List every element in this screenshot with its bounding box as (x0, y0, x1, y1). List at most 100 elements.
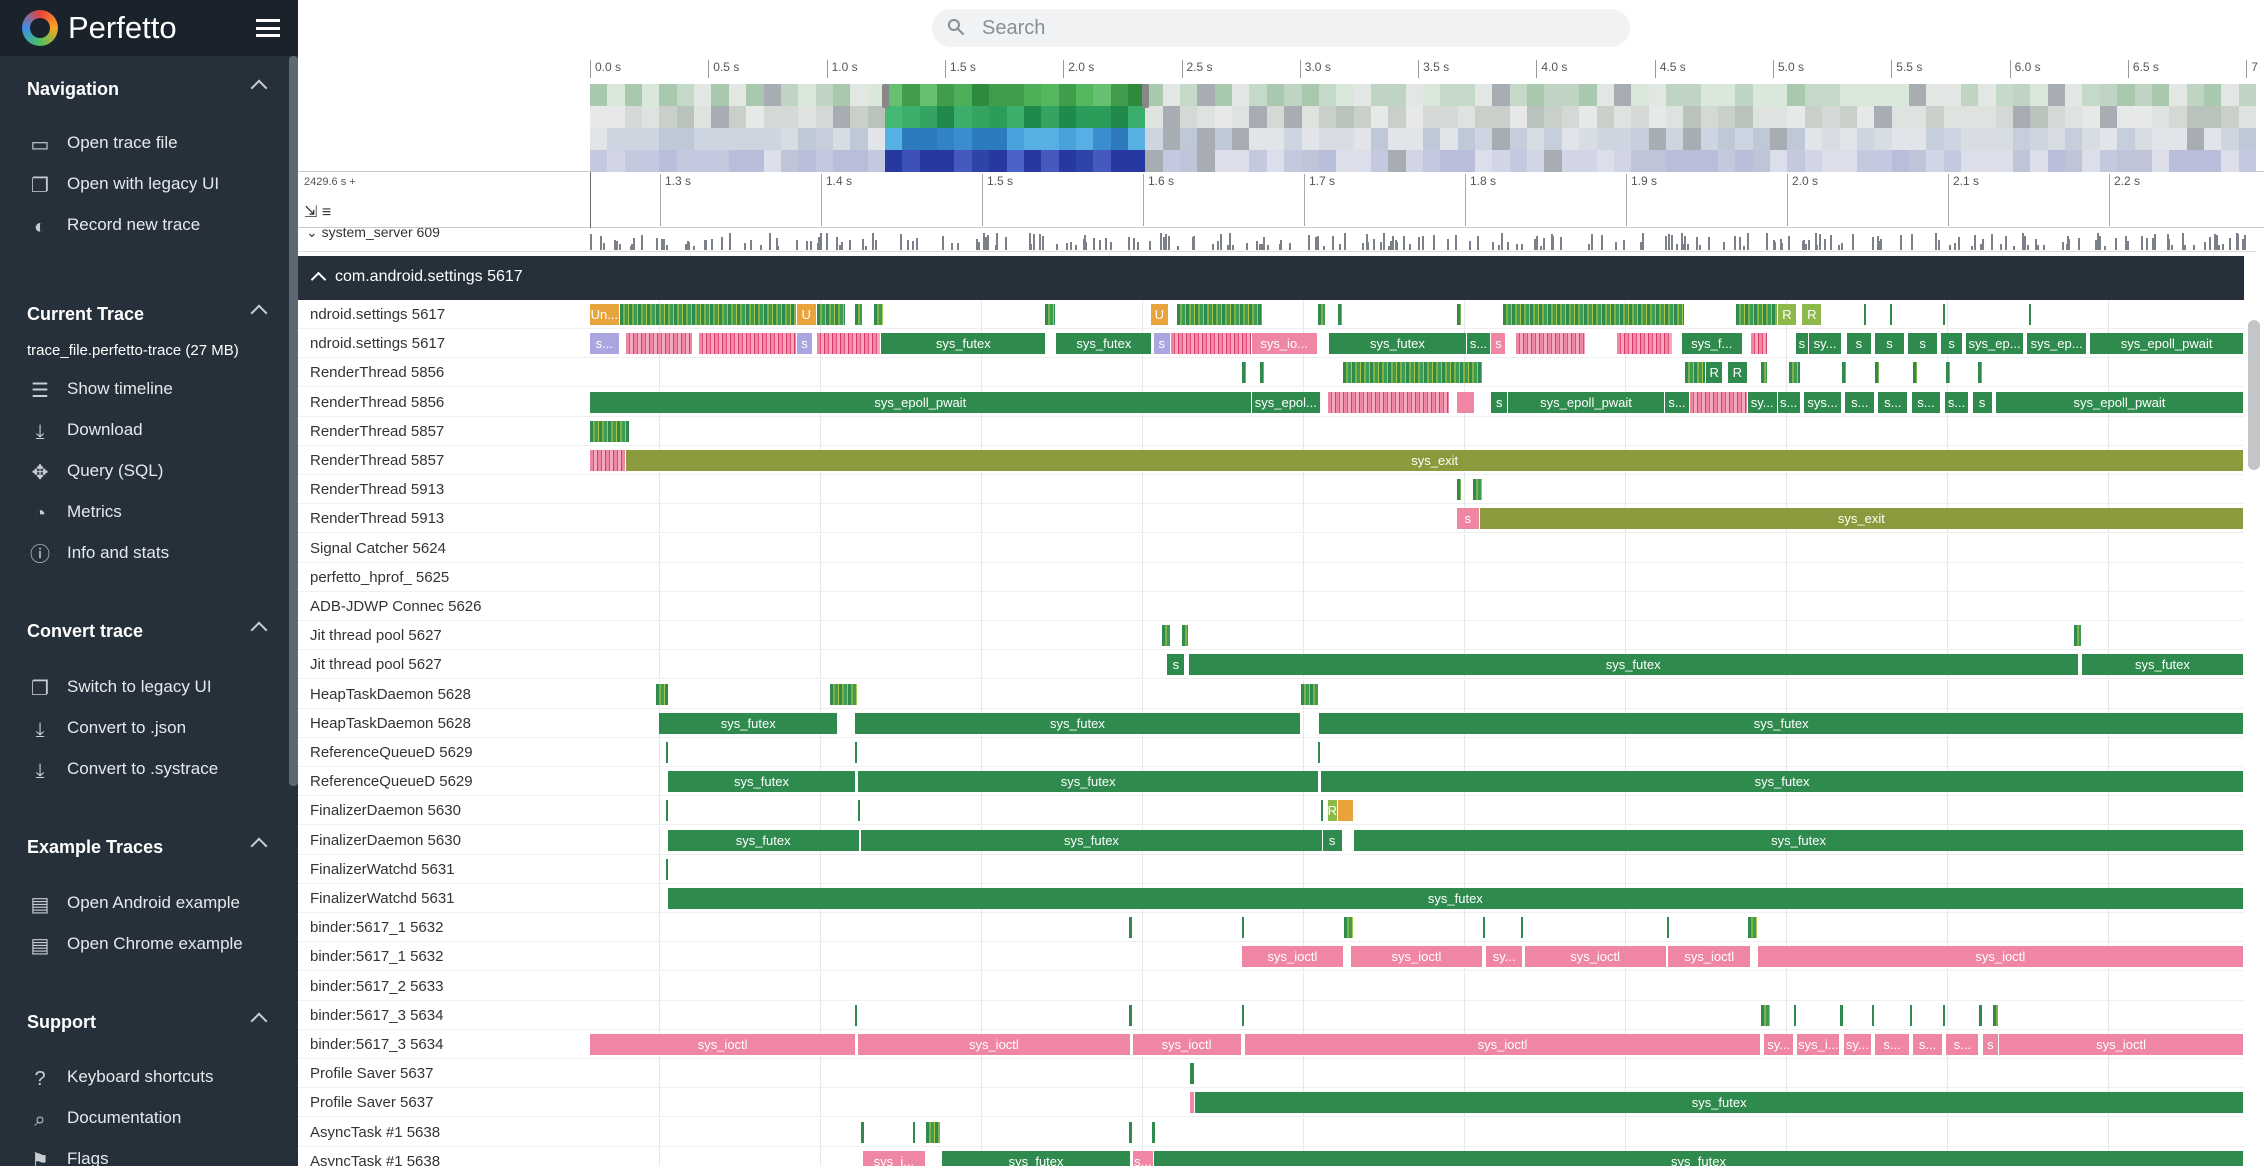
thread-slice[interactable] (1456, 391, 1474, 413)
thread-slice[interactable]: sys_futex (1195, 1092, 2243, 1114)
thread-slice[interactable]: sys_exit (626, 450, 2243, 471)
thread-slice[interactable] (1946, 362, 1951, 384)
window-handle-left[interactable] (882, 84, 890, 108)
thread-slice[interactable] (699, 333, 796, 355)
thread-slice[interactable] (590, 420, 629, 442)
thread-slice[interactable]: sy... (1747, 391, 1777, 413)
thread-track-area[interactable] (590, 1000, 2244, 1030)
sidebar-item-open-chrome-example[interactable]: ▤ Open Chrome example (0, 926, 290, 964)
thread-slice[interactable]: sys_ioctl (857, 1034, 1130, 1055)
thread-slice[interactable] (1342, 362, 1483, 384)
thread-slice[interactable]: s (1875, 333, 1904, 355)
thread-slice[interactable] (2028, 304, 2032, 325)
thread-slice[interactable] (854, 742, 857, 763)
thread-track-area[interactable]: sys_futex sys_futex sys_futex (590, 767, 2244, 797)
thread-slice[interactable] (1241, 917, 1244, 939)
section-header-support[interactable]: Support (0, 1003, 290, 1043)
thread-track[interactable]: RenderThread 5857 sys_exit (298, 446, 2244, 475)
thread-slice[interactable] (619, 304, 796, 325)
thread-slice[interactable]: s (1456, 508, 1479, 530)
thread-slice[interactable] (1337, 304, 1342, 325)
thread-slice[interactable] (1503, 304, 1684, 325)
thread-track-area[interactable]: sys_ioctl sys_ioctl sy... sys_ioctl sys_ioct… (590, 942, 2244, 972)
thread-track[interactable]: FinalizerWatchd 5631 sys_futex (298, 884, 2244, 913)
thread-slice[interactable]: s (1941, 333, 1962, 355)
thread-slice[interactable] (1473, 479, 1483, 501)
thread-slice[interactable]: s (1847, 333, 1871, 355)
thread-slice[interactable]: s (1491, 333, 1506, 355)
thread-slice[interactable]: sys_ioctl (1244, 1034, 1761, 1055)
thread-slice[interactable]: R (1777, 304, 1797, 325)
thread-slice[interactable]: s... (1466, 333, 1491, 355)
thread-track[interactable]: binder:5617_3 5634 (298, 1000, 2244, 1030)
search-box[interactable] (932, 9, 1630, 47)
thread-slice[interactable]: s (1167, 654, 1185, 676)
thread-track[interactable]: Profile Saver 5637 sys_futex (298, 1088, 2244, 1118)
thread-slice[interactable]: sys_ioctl (590, 1034, 856, 1055)
thread-track[interactable]: RenderThread 5856 R R (298, 358, 2244, 388)
thread-track[interactable]: ndroid.settings 5617 s... s sys_futex sys_fu… (298, 329, 2244, 359)
thread-slice[interactable]: sys_futex (2081, 654, 2243, 676)
sidebar-item-convert-to-systrace[interactable]: ⤓ Convert to .systrace (0, 751, 290, 789)
thread-slice[interactable] (1521, 917, 1524, 939)
thread-slice[interactable]: sy... (1764, 1034, 1794, 1055)
chevron-up-icon[interactable] (250, 304, 268, 322)
thread-slice[interactable]: sys_ioctl (1757, 946, 2243, 968)
thread-slice[interactable] (1689, 391, 1747, 413)
thread-slice[interactable] (1942, 304, 1946, 325)
section-header-example-traces[interactable]: Example Traces (0, 828, 290, 868)
thread-slice[interactable]: sys_futex (1354, 829, 2243, 851)
thread-slice[interactable]: sys_epol... (1251, 391, 1321, 413)
sidebar-item-metrics[interactable]: ◔ Metrics (0, 494, 290, 532)
thread-slice[interactable]: sys_futex (861, 829, 1322, 851)
chevron-up-icon[interactable] (250, 837, 268, 855)
thread-slice[interactable] (1321, 800, 1324, 822)
thread-track-area[interactable]: sys_exit (590, 446, 2244, 475)
chevron-up-icon[interactable] (250, 79, 268, 97)
thread-track-area[interactable]: sys_epoll_pwait sys_epol... s sys_epoll_pwa… (590, 387, 2244, 417)
thread-slice[interactable] (1977, 362, 1982, 384)
thread-slice[interactable] (1794, 1004, 1797, 1026)
thread-track[interactable]: Profile Saver 5637 (298, 1059, 2244, 1089)
thread-slice[interactable] (1190, 1092, 1195, 1114)
thread-slice[interactable] (1456, 479, 1461, 501)
search-input[interactable] (982, 13, 1612, 43)
thread-track[interactable]: AsyncTask #1 5638 sys_i... sys_futex s... sy… (298, 1146, 2244, 1166)
sidebar-item-open-android-example[interactable]: ▤ Open Android example (0, 885, 290, 923)
thread-track-area[interactable]: s sys_futex sys_futex (590, 650, 2244, 680)
thread-slice[interactable] (1871, 1004, 1875, 1026)
sidebar-item-open-trace-file[interactable]: ▭ Open trace file (0, 125, 290, 163)
thread-slice[interactable]: U (796, 304, 816, 325)
thread-track-area[interactable] (590, 971, 2244, 1001)
thread-slice[interactable]: sys_futex (667, 771, 856, 793)
thread-slice[interactable] (1170, 333, 1251, 355)
thread-track-area[interactable] (590, 416, 2244, 446)
thread-slice[interactable]: sy... (1486, 946, 1522, 968)
thread-slice[interactable]: sys_futex (667, 829, 859, 851)
thread-track-area[interactable]: R (590, 796, 2244, 826)
thread-slice[interactable] (1992, 1004, 1999, 1026)
collapse-expand-controls[interactable]: ⇲ ≡ (304, 204, 332, 221)
sidebar-scrollbar[interactable] (289, 56, 298, 786)
thread-slice[interactable]: sys_ioctl (1350, 946, 1483, 968)
thread-track[interactable]: RenderThread 5857 (298, 416, 2244, 446)
thread-slice[interactable] (1317, 304, 1326, 325)
thread-track[interactable]: FinalizerDaemon 5630 sys_futex sys_futex s s… (298, 825, 2244, 855)
thread-slice[interactable] (1177, 304, 1263, 325)
thread-slice[interactable] (1890, 304, 1893, 325)
thread-track[interactable]: HeapTaskDaemon 5628 sys_futex sys_futex sys… (298, 708, 2244, 738)
thread-slice[interactable] (666, 858, 669, 880)
thread-slice[interactable]: s... (1132, 1150, 1153, 1166)
thread-slice[interactable]: s... (1665, 391, 1689, 413)
hamburger-menu-icon[interactable] (256, 19, 280, 37)
thread-slice[interactable] (1736, 304, 1777, 325)
thread-slice[interactable]: s... (1911, 391, 1941, 413)
thread-slice[interactable] (626, 333, 692, 355)
thread-slice[interactable] (1337, 800, 1354, 822)
thread-track-area[interactable]: sys_futex (590, 884, 2244, 913)
thread-slice[interactable] (1317, 742, 1321, 763)
thread-slice[interactable]: sys_futex (1154, 1150, 2243, 1166)
sidebar-item-record-new-trace[interactable]: ◐ Record new trace (0, 207, 290, 245)
thread-slice[interactable] (854, 304, 862, 325)
